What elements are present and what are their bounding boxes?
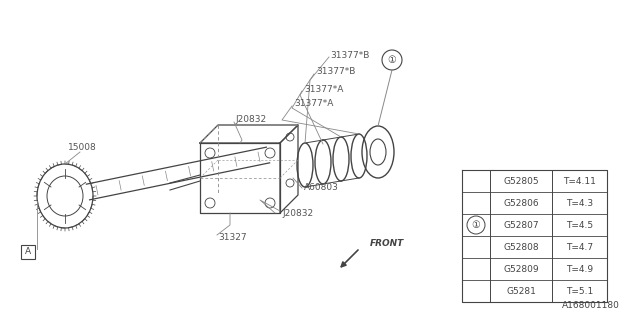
Text: T=4.3: T=4.3	[566, 198, 593, 207]
Text: G52808: G52808	[503, 243, 539, 252]
Text: T=4.9: T=4.9	[566, 265, 593, 274]
Text: T=4.7: T=4.7	[566, 243, 593, 252]
Text: 31327: 31327	[218, 233, 246, 242]
Text: 31377*A: 31377*A	[294, 100, 333, 108]
Text: FRONT: FRONT	[370, 239, 404, 249]
Text: G52809: G52809	[503, 265, 539, 274]
Text: G52806: G52806	[503, 198, 539, 207]
Text: A: A	[25, 247, 31, 257]
Text: A60803: A60803	[304, 183, 339, 193]
Text: G52807: G52807	[503, 220, 539, 229]
Text: 31377*B: 31377*B	[316, 68, 355, 76]
Text: G5281: G5281	[506, 286, 536, 295]
Text: A168001180: A168001180	[562, 301, 620, 310]
Text: ①: ①	[472, 220, 481, 230]
Text: T=4.11: T=4.11	[563, 177, 596, 186]
Text: J20832: J20832	[282, 209, 313, 218]
Text: 15008: 15008	[68, 143, 97, 153]
Text: ①: ①	[388, 55, 396, 65]
Text: 31377*B: 31377*B	[330, 51, 369, 60]
Text: T=5.1: T=5.1	[566, 286, 593, 295]
Text: 31377*A: 31377*A	[304, 84, 344, 93]
Text: T=4.5: T=4.5	[566, 220, 593, 229]
Text: G52805: G52805	[503, 177, 539, 186]
Text: J20832: J20832	[235, 116, 266, 124]
